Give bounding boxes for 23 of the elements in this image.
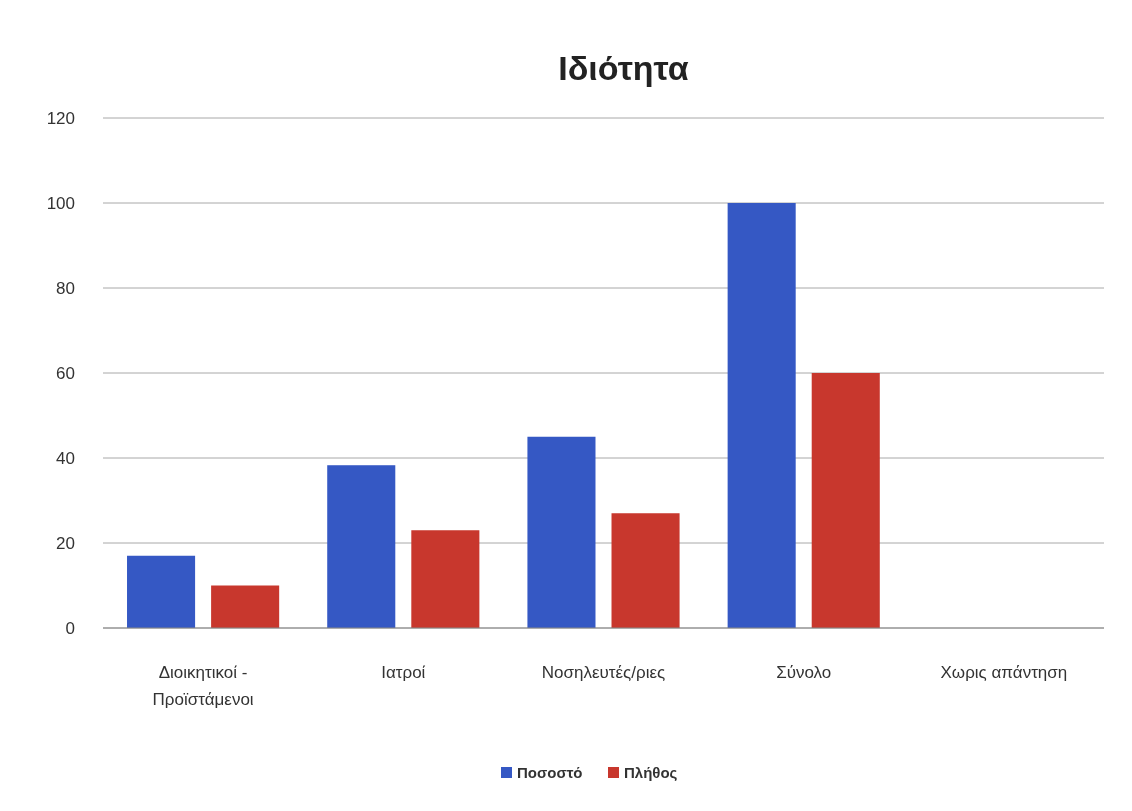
y-tick-label: 40 — [56, 448, 75, 468]
y-tick-label: 120 — [46, 108, 75, 128]
x-tick-label: Διοικητικοί - Προϊστάμενοι — [152, 663, 254, 709]
chart-title: Ιδιότητα — [558, 49, 689, 87]
bar — [127, 555, 196, 628]
bar — [211, 585, 280, 628]
y-tick-label: 80 — [56, 278, 75, 298]
x-tick-label: Χωρις απάντηση — [940, 663, 1068, 682]
legend-label: Πλήθος — [624, 764, 678, 782]
bar — [811, 373, 880, 628]
bar — [411, 530, 480, 628]
y-tick-label: 20 — [56, 533, 75, 553]
bar — [527, 436, 596, 628]
bar — [611, 513, 680, 628]
x-tick-label: Ιατροί — [381, 663, 426, 682]
y-tick-label: 60 — [56, 363, 75, 383]
y-tick-label: 0 — [65, 618, 75, 638]
y-tick-label: 100 — [46, 193, 75, 213]
bar — [727, 203, 796, 628]
x-tick-label: Σύνολο — [776, 663, 832, 682]
bar — [327, 465, 396, 628]
x-tick-label: Νοσηλευτές/ριες — [541, 663, 666, 682]
legend-label: Ποσοστό — [517, 764, 583, 782]
